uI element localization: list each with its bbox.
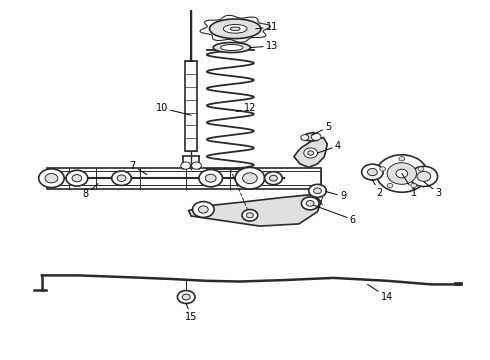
Circle shape xyxy=(270,175,277,181)
Text: 2: 2 xyxy=(372,180,383,198)
Text: 10: 10 xyxy=(156,103,191,115)
Circle shape xyxy=(39,169,64,188)
Ellipse shape xyxy=(230,27,240,31)
Text: 4: 4 xyxy=(318,141,341,153)
Circle shape xyxy=(177,291,195,303)
Text: 5: 5 xyxy=(313,122,331,135)
Text: 7: 7 xyxy=(129,161,147,175)
Circle shape xyxy=(418,167,424,171)
Circle shape xyxy=(72,175,82,182)
Text: 13: 13 xyxy=(250,41,278,51)
Text: 9: 9 xyxy=(326,191,346,201)
Ellipse shape xyxy=(220,45,243,50)
Circle shape xyxy=(304,148,318,158)
Circle shape xyxy=(376,155,427,192)
Circle shape xyxy=(242,210,258,221)
Text: 14: 14 xyxy=(368,284,393,302)
Ellipse shape xyxy=(210,19,261,39)
Bar xyxy=(47,171,321,185)
Circle shape xyxy=(235,167,265,189)
Text: 15: 15 xyxy=(185,303,197,322)
Circle shape xyxy=(410,166,438,186)
Circle shape xyxy=(311,133,321,140)
Circle shape xyxy=(380,167,386,171)
Circle shape xyxy=(301,197,319,210)
Circle shape xyxy=(306,201,314,206)
Text: 3: 3 xyxy=(424,182,441,198)
Circle shape xyxy=(265,172,282,185)
Circle shape xyxy=(309,184,326,197)
Polygon shape xyxy=(294,138,327,167)
Bar xyxy=(185,61,197,151)
Ellipse shape xyxy=(223,24,247,33)
Circle shape xyxy=(112,171,131,185)
Bar xyxy=(47,168,321,189)
Circle shape xyxy=(243,173,257,184)
Circle shape xyxy=(199,170,222,187)
Circle shape xyxy=(387,183,393,188)
Circle shape xyxy=(387,163,416,184)
Polygon shape xyxy=(189,194,321,226)
Text: 6: 6 xyxy=(314,205,356,225)
Circle shape xyxy=(66,170,88,186)
Circle shape xyxy=(368,168,377,176)
Circle shape xyxy=(192,162,201,169)
Circle shape xyxy=(246,213,253,218)
Circle shape xyxy=(396,169,408,178)
Circle shape xyxy=(301,135,309,140)
Circle shape xyxy=(181,162,191,169)
Circle shape xyxy=(314,188,321,194)
Circle shape xyxy=(399,157,405,161)
Ellipse shape xyxy=(213,42,250,53)
Circle shape xyxy=(308,151,314,155)
Circle shape xyxy=(45,174,58,183)
Circle shape xyxy=(193,202,214,217)
Circle shape xyxy=(417,171,431,181)
Text: 11: 11 xyxy=(256,22,278,32)
Text: 8: 8 xyxy=(83,184,98,199)
Circle shape xyxy=(182,294,190,300)
Polygon shape xyxy=(301,132,319,141)
Text: 1: 1 xyxy=(402,174,417,198)
Circle shape xyxy=(205,174,216,182)
Circle shape xyxy=(411,183,416,188)
Circle shape xyxy=(362,164,383,180)
Circle shape xyxy=(198,206,208,213)
Text: 12: 12 xyxy=(236,103,256,113)
Circle shape xyxy=(117,175,126,181)
